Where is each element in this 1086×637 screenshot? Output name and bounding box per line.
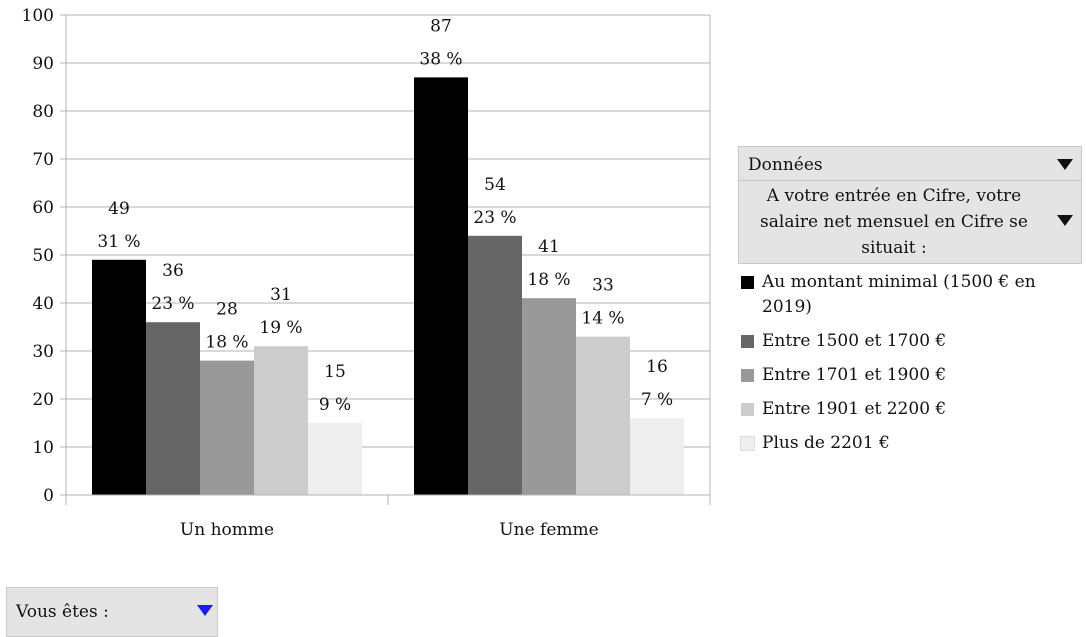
x-tick-label: Une femme — [499, 520, 598, 540]
y-tick-label: 90 — [32, 54, 54, 74]
data-labels: 31 % 49 23 % 36 18 % 28 19 % 31 9 % 15 38 % 87 23 % 5… — [97, 16, 673, 415]
legend-label: Entre 1901 et 2200 € — [762, 399, 947, 419]
bars — [92, 77, 684, 496]
value-label: 16 — [646, 357, 668, 377]
value-label: 54 — [484, 175, 506, 195]
percent-label: 38 % — [419, 49, 462, 69]
percent-label: 14 % — [581, 309, 624, 329]
y-tick-label: 60 — [32, 198, 54, 218]
y-tick-label: 70 — [32, 150, 54, 170]
bar — [254, 346, 308, 495]
value-label: 41 — [538, 237, 560, 257]
dropdown-arrow-icon[interactable] — [197, 605, 213, 616]
value-label: 36 — [162, 261, 184, 281]
row-field-label: Vous êtes : — [16, 602, 109, 622]
dropdown-arrow-icon[interactable] — [1057, 215, 1073, 226]
y-tick-label: 80 — [32, 102, 54, 122]
y-tick-label: 30 — [32, 342, 54, 362]
legend-swatch — [740, 436, 755, 451]
legend-swatch — [741, 335, 754, 348]
percent-label: 9 % — [319, 395, 351, 415]
percent-label: 7 % — [641, 390, 673, 410]
y-tick-label: 50 — [32, 246, 54, 266]
bar — [522, 298, 576, 495]
percent-label: 19 % — [259, 318, 302, 338]
legend-label: Plus de 2201 € — [762, 433, 890, 453]
value-label: 49 — [108, 199, 130, 219]
column-field-label: A votre entrée en Cifre, votre salaire n… — [760, 186, 1028, 258]
y-tick-label: 100 — [22, 6, 54, 26]
bar — [92, 259, 146, 495]
bar — [630, 418, 684, 495]
column-field-button[interactable]: A votre entrée en Cifre, votre salaire n… — [738, 180, 1082, 264]
legend-item: Entre 1500 et 1700 € — [741, 329, 1085, 354]
y-tick-label: 10 — [32, 438, 54, 458]
dropdown-arrow-icon[interactable] — [1057, 159, 1073, 170]
percent-label: 18 % — [527, 270, 570, 290]
legend-swatch — [741, 369, 754, 382]
y-tick-label: 20 — [32, 390, 54, 410]
legend-swatch — [741, 276, 754, 289]
legend-item: Entre 1901 et 2200 € — [741, 397, 1085, 422]
bar — [146, 322, 200, 495]
percent-label: 31 % — [97, 232, 140, 252]
bar — [308, 423, 362, 495]
legend-item: Entre 1701 et 1900 € — [741, 363, 1085, 388]
legend-item: Au montant minimal (1500 € en 2019) — [741, 270, 1085, 320]
value-label: 31 — [270, 285, 292, 305]
y-tick-label: 0 — [43, 486, 54, 506]
legend-label: Entre 1500 et 1700 € — [762, 331, 947, 351]
bar — [576, 336, 630, 495]
x-tick-label: Un homme — [180, 520, 274, 540]
y-tick-label: 40 — [32, 294, 54, 314]
percent-label: 18 % — [205, 333, 248, 353]
value-label: 28 — [216, 300, 238, 320]
row-field-button[interactable]: Vous êtes : — [6, 587, 218, 637]
value-label: 33 — [592, 276, 614, 296]
bar — [200, 360, 254, 495]
bar-chart: 31 % 49 23 % 36 18 % 28 19 % 31 9 % 15 38 % 87 23 % 5… — [22, 6, 711, 540]
data-field-label: Données — [748, 155, 823, 175]
percent-label: 23 % — [151, 294, 194, 314]
legend-label: Au montant minimal (1500 € en 2019) — [762, 272, 1036, 317]
legend-swatch — [741, 403, 754, 416]
value-label: 15 — [324, 362, 346, 382]
bar — [468, 235, 522, 496]
bar — [414, 77, 468, 496]
data-field-button[interactable]: Données — [738, 146, 1082, 182]
axes: 0 10 20 30 40 50 60 70 80 90 100 Un homme Une femme — [22, 6, 711, 540]
legend-item: Plus de 2201 € — [740, 431, 1085, 456]
value-label: 87 — [430, 16, 452, 36]
legend: Au montant minimal (1500 € en 2019) Entr… — [740, 270, 1085, 465]
percent-label: 23 % — [473, 208, 516, 228]
legend-label: Entre 1701 et 1900 € — [762, 365, 947, 385]
